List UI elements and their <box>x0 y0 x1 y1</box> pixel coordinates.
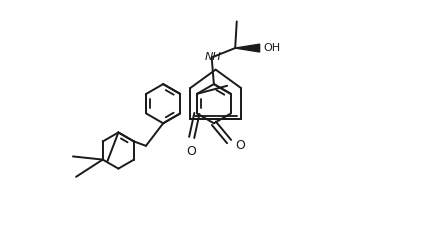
Text: O: O <box>187 145 197 158</box>
Text: O: O <box>235 139 246 153</box>
Text: NH: NH <box>205 52 222 62</box>
Polygon shape <box>235 44 260 52</box>
Text: OH: OH <box>263 43 280 53</box>
